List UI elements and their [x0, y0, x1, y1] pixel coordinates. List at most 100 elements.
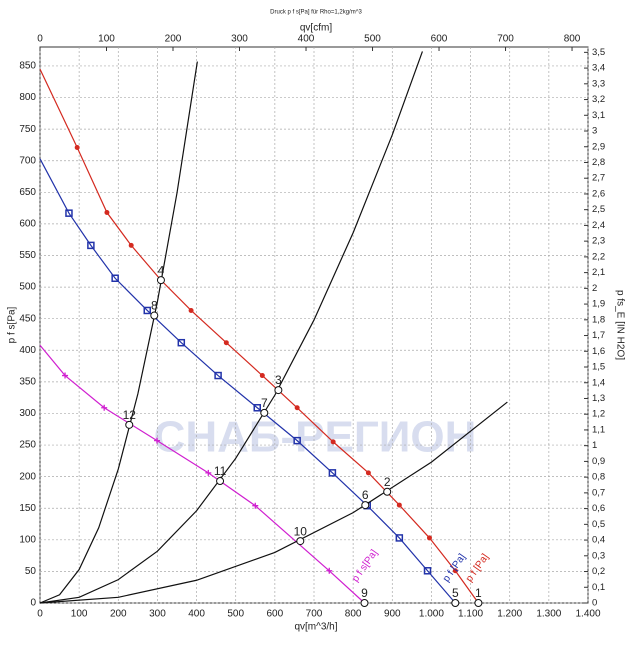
- x-tick-label: 400: [188, 609, 205, 620]
- y2-tick-label: 2,3: [592, 236, 605, 247]
- marker: [452, 568, 458, 574]
- y-tick-label: 250: [19, 440, 36, 451]
- x-tick-label: 700: [306, 609, 323, 620]
- point-label: 9: [361, 586, 368, 600]
- marker: [205, 469, 212, 476]
- y-tick-label: 400: [19, 345, 36, 356]
- x2-axis-label: qv[cfm]: [300, 23, 332, 34]
- marker: [128, 242, 134, 248]
- y-tick-label: 850: [19, 61, 36, 72]
- y2-tick-label: 1,2: [592, 409, 605, 420]
- marker: [426, 535, 432, 541]
- marker: [326, 567, 333, 574]
- y-tick-label: 200: [19, 471, 36, 482]
- point-label: 10: [294, 524, 308, 538]
- x2-tick-label: 500: [364, 34, 381, 45]
- y-tick-label: 500: [19, 282, 36, 293]
- marker: [177, 338, 186, 347]
- y2-tick-label: 2,9: [592, 141, 605, 152]
- y2-tick-label: 1,8: [592, 314, 605, 325]
- marker: [143, 306, 152, 315]
- y2-tick-label: 3: [592, 126, 597, 137]
- x-tick-label: 200: [110, 609, 127, 620]
- marker: [101, 404, 108, 411]
- y2-tick-label: 0,4: [592, 535, 605, 546]
- chart-title: Druck p f s[Pa] für Rho=1,2kg/m^3: [270, 10, 362, 16]
- y2-axis-label: p fs_E [IN H2O]: [614, 290, 625, 360]
- x-tick-label: 500: [227, 609, 244, 620]
- marker: [74, 144, 80, 150]
- y-tick-label: 150: [19, 503, 36, 514]
- y2-tick-label: 2,7: [592, 173, 605, 184]
- y2-tick-label: 1,7: [592, 330, 605, 341]
- operating-point: [361, 501, 370, 510]
- curve: [39, 61, 198, 604]
- point-label: 2: [384, 475, 391, 489]
- y2-tick-label: 1,5: [592, 362, 605, 373]
- y2-tick-label: 1,6: [592, 346, 605, 357]
- operating-point: [474, 599, 483, 607]
- x-tick-label: 800: [345, 609, 362, 620]
- x-tick-label: 1.200: [497, 609, 522, 620]
- point-label: 7: [261, 396, 268, 410]
- marker: [62, 372, 69, 379]
- x2-tick-label: 800: [564, 34, 581, 45]
- operating-point: [216, 477, 225, 486]
- point-label: 4: [158, 263, 165, 277]
- x2-tick-label: 200: [165, 34, 182, 45]
- marker: [259, 373, 265, 379]
- marker: [396, 502, 402, 508]
- operating-point: [125, 420, 134, 429]
- point-label: 6: [362, 488, 369, 502]
- marker: [423, 567, 432, 575]
- marker: [293, 436, 301, 445]
- y-tick-label: 450: [19, 313, 36, 324]
- marker: [214, 371, 222, 380]
- y-tick-label: 300: [19, 408, 36, 419]
- y2-tick-label: 3,3: [592, 78, 605, 89]
- y2-tick-label: 3,5: [592, 47, 605, 58]
- y-tick-label: 0: [30, 598, 36, 609]
- operating-point: [296, 537, 305, 546]
- operating-point: [451, 599, 460, 607]
- series-label: p f [Pa]: [464, 552, 491, 584]
- y-tick-label: 50: [25, 566, 37, 577]
- x-axis-label: qv[m^3/h]: [294, 622, 337, 633]
- operating-point: [260, 408, 269, 417]
- point-label: 8: [151, 299, 158, 313]
- y2-tick-label: 0,9: [592, 456, 605, 467]
- point-label: 1: [475, 586, 482, 600]
- y2-tick-label: 3,4: [592, 63, 605, 74]
- y2-tick-label: 2,6: [592, 188, 605, 199]
- y2-tick-label: 0,2: [592, 566, 605, 577]
- y-tick-label: 750: [19, 124, 36, 135]
- curve: [39, 158, 456, 604]
- x2-tick-label: 100: [98, 34, 115, 45]
- operating-point: [274, 386, 283, 395]
- point-label: 11: [214, 464, 227, 478]
- y2-tick-label: 1,9: [592, 299, 605, 310]
- marker: [188, 307, 194, 313]
- operating-point: [150, 311, 159, 320]
- curve: [39, 68, 479, 604]
- y2-tick-label: 2,1: [592, 267, 605, 278]
- y2-tick-label: 2,5: [592, 204, 605, 215]
- y2-tick-label: 0,3: [592, 550, 605, 561]
- x-tick-label: 1.400: [575, 609, 600, 620]
- watermark: СНАБ-РЕГИОН: [154, 413, 477, 462]
- marker: [104, 210, 110, 216]
- x-tick-label: 1.300: [536, 609, 561, 620]
- y2-tick-label: 2,8: [592, 157, 605, 168]
- series-label: p f [Pa]: [441, 552, 468, 584]
- curve: [39, 344, 365, 604]
- point-label: 5: [452, 586, 459, 600]
- y2-tick-label: 2: [592, 283, 597, 294]
- marker: [294, 405, 300, 411]
- marker: [223, 340, 229, 346]
- y-tick-label: 800: [19, 92, 36, 103]
- marker: [253, 404, 261, 412]
- y-tick-label: 100: [19, 534, 36, 545]
- y2-tick-label: 0,1: [592, 582, 605, 593]
- x2-tick-label: 600: [431, 34, 448, 45]
- y2-tick-label: 1,1: [592, 424, 605, 435]
